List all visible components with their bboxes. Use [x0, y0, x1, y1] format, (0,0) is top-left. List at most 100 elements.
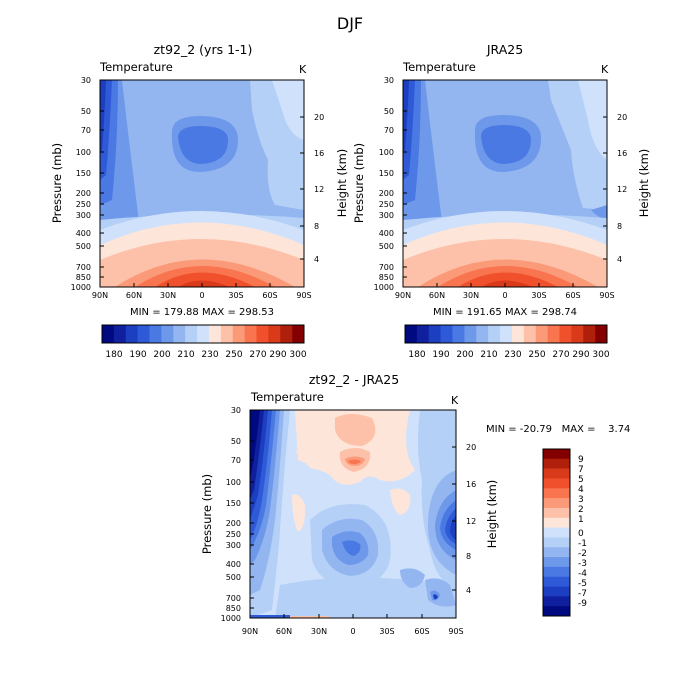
y-tick-label: 70 [384, 126, 394, 135]
colorbar-swatch [149, 325, 162, 343]
height-tick-label: 16 [466, 480, 476, 489]
x-tick-label: 0 [350, 627, 355, 636]
colorbar-label: 180 [408, 350, 425, 360]
height-tick-label: 20 [617, 113, 627, 122]
colorbar-swatch [543, 596, 570, 607]
height-tick-label: 4 [617, 255, 622, 264]
x-tick-label: 90S [296, 291, 311, 300]
x-tick-label: 30S [228, 291, 243, 300]
colorbar-swatch [113, 325, 127, 343]
x-tick-label: 60N [276, 627, 292, 636]
x-tick-label: 30S [531, 291, 546, 300]
y-tick-label: 300 [226, 541, 241, 550]
colorbar-swatch [583, 325, 596, 343]
colorbar-swatch [543, 478, 570, 489]
colorbar-label: -7 [578, 589, 587, 599]
colorbar-swatch [511, 325, 525, 343]
y-tick-label: 200 [226, 519, 241, 528]
panel-difference-right-ticks: 20 16 12 8 4 [452, 443, 476, 595]
colorbar-label: 300 [592, 350, 609, 360]
panel-reanalysis-plot: 30 50 70 100 150 200 250 300 400 500 700… [374, 76, 628, 300]
colorbar-swatch [185, 325, 198, 343]
colorbar-label: 7 [578, 465, 584, 475]
x-tick-label: 0 [199, 291, 204, 300]
y-tick-label: 30 [81, 76, 91, 85]
panel-model-units: K [299, 63, 307, 76]
colorbar-label: 250 [528, 350, 545, 360]
colorbar-label: 290 [572, 350, 589, 360]
colorbar-label: 180 [105, 350, 122, 360]
y-tick-label: 50 [81, 107, 91, 116]
panel-reanalysis-x-ticks: 90N 60N 30N 0 30S 60S 90S [395, 283, 615, 300]
x-tick-label: 30N [311, 627, 327, 636]
colorbar-label: 210 [480, 350, 497, 360]
y-tick-label: 700 [226, 594, 241, 603]
y-tick-label: 400 [379, 229, 394, 238]
colorbar-swatch [137, 325, 150, 343]
colorbar-swatch [543, 507, 570, 519]
panel-reanalysis-stats: MIN = 191.65 MAX = 298.74 [433, 307, 577, 318]
colorbar-swatch [535, 325, 548, 343]
colorbar-swatch [547, 325, 560, 343]
panel-reanalysis-contours [403, 80, 607, 287]
panel-difference-x-ticks: 90N 60N 30N 0 30S 60S 90S [242, 614, 464, 636]
colorbar-swatch [440, 325, 453, 343]
colorbar-swatch [452, 325, 465, 343]
colorbar-swatch [232, 325, 245, 343]
colorbar-swatch [405, 325, 418, 343]
height-tick-label: 20 [314, 113, 324, 122]
y-tick-label: 300 [76, 211, 91, 220]
panel-reanalysis-colorbar: 180 190 200 210 230 250 270 290 300 [404, 324, 610, 360]
colorbar-label: 4 [578, 485, 584, 495]
panel-difference-title: zt92_2 - JRA25 [309, 372, 399, 387]
y-tick-label: 1000 [221, 614, 241, 623]
colorbar-swatch [416, 325, 430, 343]
colorbar-swatch [543, 576, 570, 587]
colorbar-swatch [543, 458, 570, 469]
y-tick-label: 100 [379, 148, 394, 157]
colorbar-swatch [102, 325, 115, 343]
y-tick-label: 850 [76, 273, 91, 282]
panel-model: zt92_2 (yrs 1-1) Temperature K [50, 42, 349, 360]
colorbar-swatch [543, 449, 570, 460]
colorbar-label: 0 [578, 529, 584, 539]
height-tick-label: 8 [314, 222, 319, 231]
panel-model-plot: 30 50 70 100 150 200 250 300 400 500 700… [71, 76, 325, 300]
y-tick-label: 50 [384, 107, 394, 116]
colorbar-label: -2 [578, 549, 587, 559]
panel-difference-colorbar: 9 7 5 4 3 2 1 0 -1 -2 -3 -4 -5 -7 -9 [542, 448, 587, 617]
panel-model-ylabel: Pressure (mb) [50, 143, 64, 223]
colorbar-swatch [161, 325, 174, 343]
y-tick-label: 1000 [374, 283, 394, 292]
x-tick-label: 90N [395, 291, 411, 300]
panel-model-variable: Temperature [99, 60, 173, 74]
colorbar-swatch [543, 606, 570, 617]
colorbar-swatch [543, 537, 570, 548]
y-tick-label: 850 [379, 273, 394, 282]
panel-difference-stats: MIN = -20.79 MAX = 3.74 [486, 424, 630, 435]
height-tick-label: 16 [314, 149, 324, 158]
height-tick-label: 20 [466, 443, 476, 452]
colorbar-label: 270 [552, 350, 569, 360]
colorbar-label: 200 [153, 350, 170, 360]
x-tick-label: 90S [448, 627, 463, 636]
colorbar-label: 300 [289, 350, 306, 360]
y-tick-label: 500 [226, 573, 241, 582]
y-tick-label: 200 [76, 189, 91, 198]
height-tick-label: 12 [314, 185, 324, 194]
panel-model-right-ticks: 20 16 12 8 4 [300, 113, 324, 264]
y-tick-label: 150 [226, 499, 241, 508]
y-tick-label: 250 [226, 530, 241, 539]
panel-difference-ylabel-right: Height (km) [485, 480, 499, 549]
colorbar-label: 1 [578, 515, 584, 525]
colorbar-swatch [543, 488, 570, 499]
colorbar-label: 270 [249, 350, 266, 360]
panel-model-left-ticks: 30 50 70 100 150 200 250 300 400 500 700… [71, 76, 104, 292]
x-tick-label: 60S [414, 627, 429, 636]
panel-difference-ylabel: Pressure (mb) [200, 474, 214, 554]
colorbar-swatch [543, 547, 570, 558]
colorbar-swatch [543, 468, 570, 479]
y-tick-label: 500 [379, 242, 394, 251]
y-tick-label: 70 [231, 456, 241, 465]
